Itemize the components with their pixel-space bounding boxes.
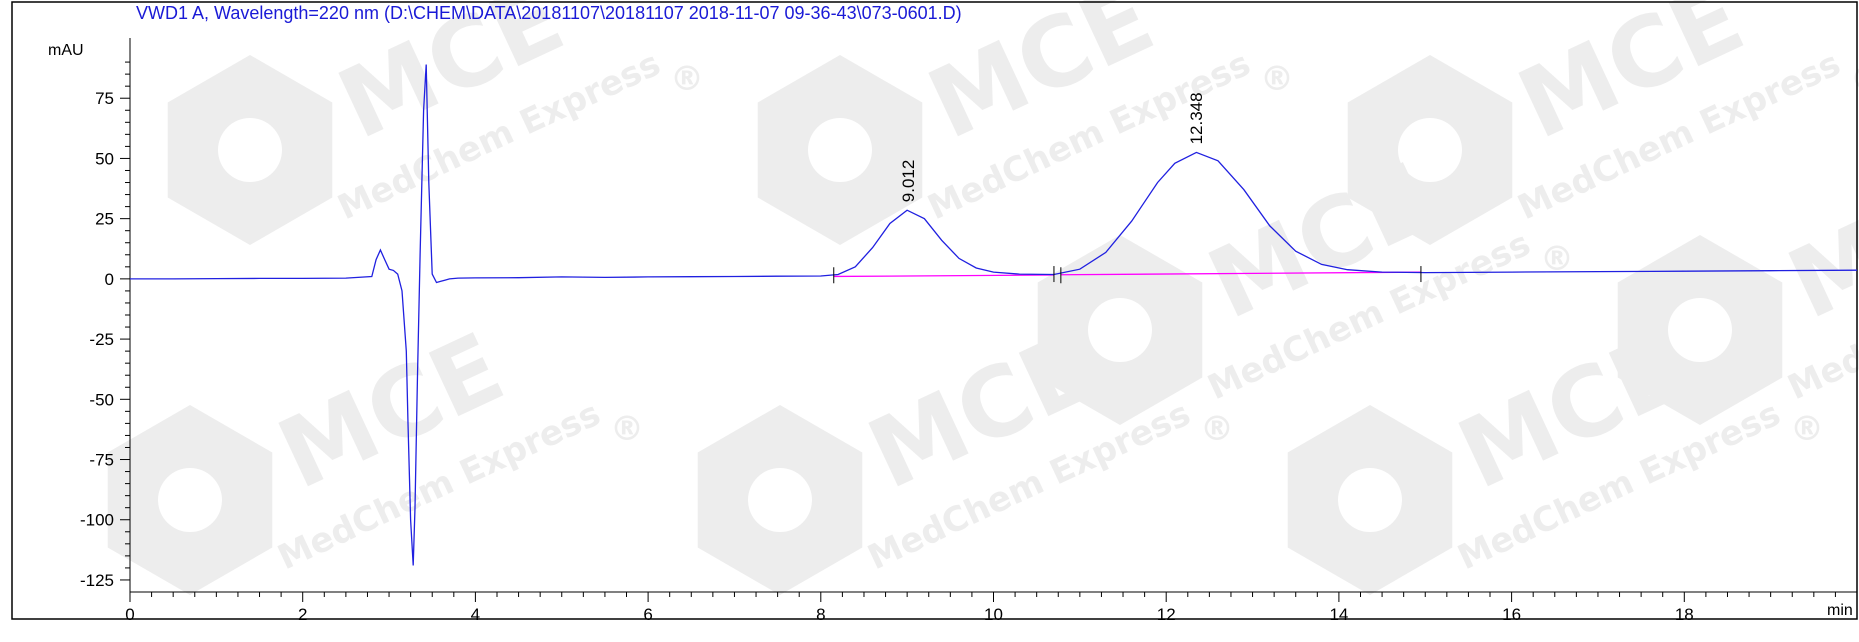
- watermark-registered-mark: ®: [1200, 409, 1234, 449]
- plot-frame: [11, 1, 1858, 620]
- baseline-segment: [1060, 271, 1421, 276]
- watermark-logo-hole: [748, 468, 812, 532]
- watermark-registered-mark: ®: [1260, 59, 1294, 99]
- x-tick-label: 18: [1675, 605, 1694, 624]
- peak-labels: 9.012 12.348: [899, 92, 1206, 202]
- y-axis-ticks: 75 50 25 0 -25 -50 -75 -100 -125: [80, 61, 130, 590]
- x-tick-label: 14: [1329, 605, 1348, 624]
- watermark-logo-hole: [808, 118, 872, 182]
- integration-markers: [833, 266, 1422, 284]
- x-tick-label: 2: [298, 605, 307, 624]
- signal-trace: [130, 64, 1858, 566]
- watermark-logo-hole: [1398, 118, 1462, 182]
- x-tick-label: 16: [1502, 605, 1521, 624]
- watermark-registered-mark: ®: [1540, 239, 1574, 279]
- y-tick-label: 75: [95, 89, 114, 108]
- y-axis-label: mAU: [48, 42, 84, 59]
- baseline-segment: [833, 274, 1054, 278]
- x-axis-ticks: 0 2 4 6 8 10 12 14 16 18: [125, 592, 1836, 624]
- x-tick-label: 6: [643, 605, 652, 624]
- x-axis-label: min: [1827, 602, 1853, 619]
- y-tick-label: -75: [89, 451, 114, 470]
- x-tick-label: 4: [471, 605, 480, 624]
- x-tick-label: 10: [984, 605, 1003, 624]
- watermark-logo-hole: [1668, 298, 1732, 362]
- y-tick-label: -25: [89, 330, 114, 349]
- watermark-logo-hole: [1088, 298, 1152, 362]
- watermark-registered-mark: ®: [1850, 59, 1859, 99]
- y-tick-label: -100: [80, 511, 114, 530]
- x-tick-label: 8: [816, 605, 825, 624]
- watermark-logo-hole: [158, 468, 222, 532]
- y-tick-label: 25: [95, 210, 114, 229]
- chart-title: VWD1 A, Wavelength=220 nm (D:\CHEM\DATA\…: [136, 3, 962, 23]
- integration-baselines: [833, 271, 1421, 278]
- y-tick-label: -125: [80, 571, 114, 590]
- watermark-registered-mark: ®: [670, 59, 704, 99]
- y-tick-label: 50: [95, 149, 114, 168]
- watermark-registered-mark: ®: [1790, 409, 1824, 449]
- x-tick-label: 12: [1157, 605, 1176, 624]
- peak-label: 12.348: [1187, 92, 1206, 144]
- watermark-logo-hole: [218, 118, 282, 182]
- watermark-brand: MCE: [1772, 141, 1859, 340]
- peak-label: 9.012: [899, 160, 918, 203]
- x-tick-label: 0: [125, 605, 134, 624]
- watermark-registered-mark: ®: [610, 409, 644, 449]
- watermark-logo-hole: [1338, 468, 1402, 532]
- y-tick-label: -50: [89, 390, 114, 409]
- y-tick-label: 0: [105, 270, 114, 289]
